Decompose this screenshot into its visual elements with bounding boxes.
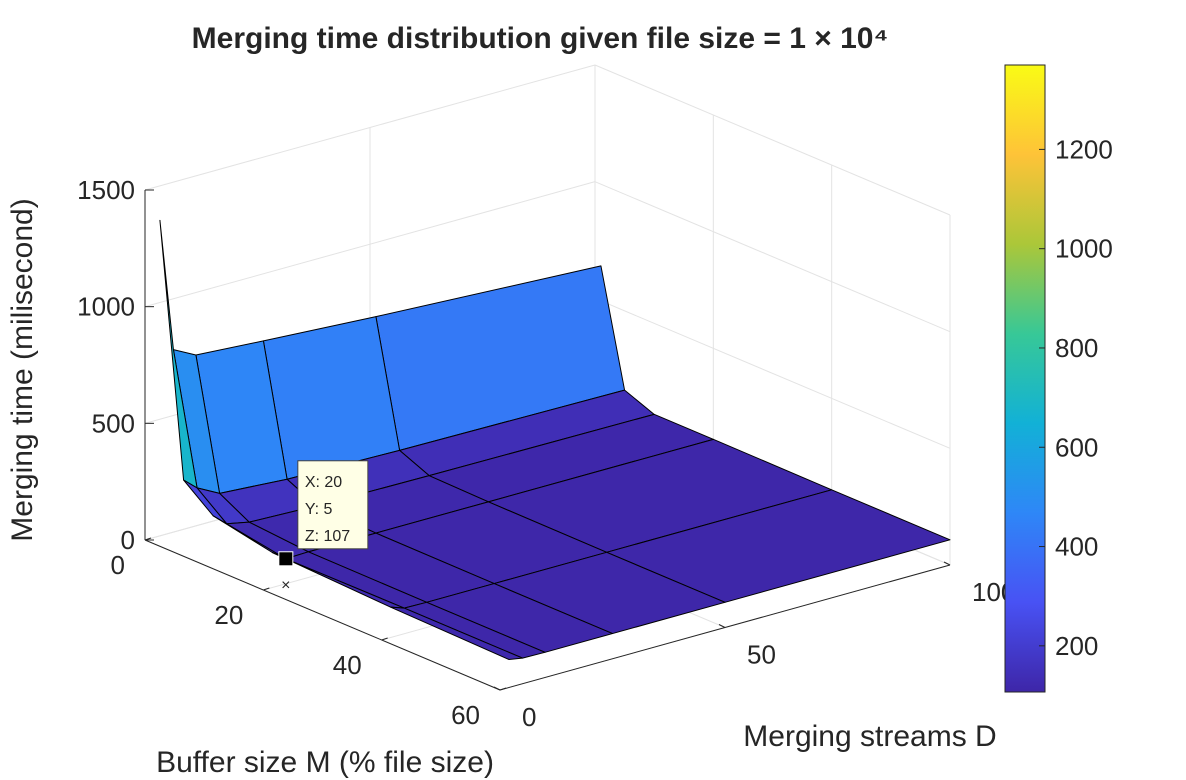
y-tick-label: 50 bbox=[747, 640, 776, 670]
colorbar-tick-label: 200 bbox=[1055, 631, 1098, 661]
x-tick-label: 20 bbox=[214, 600, 243, 630]
grid-line bbox=[594, 181, 951, 333]
x-axis-label: Buffer size M (% file size) bbox=[156, 746, 494, 779]
colorbar-tick-label: 1200 bbox=[1055, 134, 1113, 164]
x-tick-label: 0 bbox=[111, 550, 125, 580]
datatip-ground-marker: × bbox=[281, 577, 290, 594]
z-axis-label: Merging time (milisecond) bbox=[6, 198, 39, 541]
grid-line bbox=[594, 297, 951, 449]
y-tick-label: 0 bbox=[522, 702, 536, 732]
z-tick-label: 1000 bbox=[77, 292, 135, 322]
x-tick bbox=[144, 537, 152, 541]
x-tick-label: 40 bbox=[333, 650, 362, 680]
y-tick bbox=[943, 561, 951, 566]
x-tick-label: 60 bbox=[451, 700, 480, 730]
y-tick bbox=[718, 624, 726, 628]
z-tick-label: 0 bbox=[121, 525, 135, 555]
colorbar-tick-label: 400 bbox=[1055, 532, 1098, 562]
datatip-text: X: 20 bbox=[305, 474, 342, 491]
grid-line bbox=[594, 64, 951, 216]
y-tick bbox=[493, 686, 501, 691]
x-axis bbox=[144, 539, 501, 691]
z-tick-label: 1500 bbox=[77, 175, 135, 205]
colorbar-tick-label: 600 bbox=[1055, 432, 1098, 462]
x-tick bbox=[381, 637, 388, 641]
x-tick bbox=[263, 587, 270, 591]
y-axis-label: Merging streams D bbox=[743, 720, 996, 753]
surface-face bbox=[390, 606, 523, 660]
colorbar bbox=[1004, 64, 1046, 693]
datatip-text: Y: 5 bbox=[305, 501, 333, 518]
colorbar-tick-label: 1000 bbox=[1055, 234, 1113, 264]
x-tick bbox=[499, 687, 507, 691]
chart-title: Merging time distribution given file siz… bbox=[192, 22, 889, 55]
colorbar-tick-label: 800 bbox=[1055, 333, 1098, 363]
datatip-box bbox=[297, 460, 369, 550]
surface-face bbox=[262, 316, 401, 480]
z-tick-label: 500 bbox=[92, 408, 135, 438]
datatip-marker bbox=[278, 551, 294, 567]
datatip-text: Z: 107 bbox=[305, 528, 350, 545]
